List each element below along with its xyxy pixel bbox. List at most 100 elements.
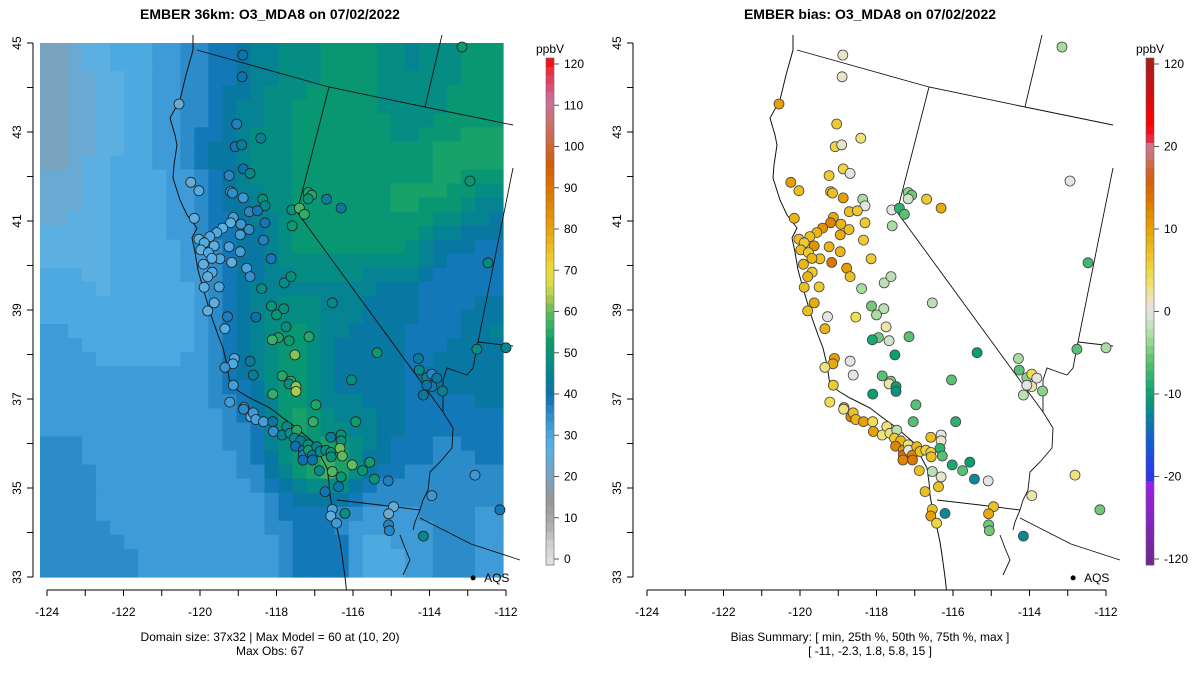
model-cell — [82, 464, 97, 480]
model-cell — [264, 85, 280, 100]
colorbar-swatch — [546, 488, 554, 498]
model-cell — [222, 562, 238, 578]
model-cell — [180, 281, 195, 297]
bias-site — [983, 525, 995, 537]
colorbar-swatch — [1146, 58, 1154, 67]
model-cell — [82, 211, 97, 227]
model-cell — [166, 57, 181, 72]
model-cell — [222, 57, 238, 72]
model-cell — [96, 478, 111, 494]
bias-site — [899, 208, 910, 220]
model-cell — [474, 295, 490, 311]
obs-site — [266, 334, 278, 346]
model-cell — [292, 338, 308, 353]
model-cell — [96, 394, 111, 409]
model-cell — [166, 464, 181, 480]
model-cell — [390, 408, 406, 424]
bias-site — [1069, 469, 1081, 481]
model-cell — [306, 506, 322, 522]
model-cell — [68, 380, 83, 395]
model-cell — [488, 534, 504, 550]
model-cell — [292, 408, 308, 424]
x-tick-label: -116 — [941, 605, 964, 619]
colorbar-swatch — [546, 455, 554, 465]
obs-site — [494, 504, 506, 516]
obs-site — [285, 271, 297, 283]
model-cell — [320, 267, 336, 283]
model-cell — [180, 141, 195, 157]
model-cell — [124, 141, 139, 157]
model-cell — [180, 225, 195, 241]
model-cell — [166, 141, 181, 157]
obs-site — [357, 465, 369, 477]
model-cell — [292, 127, 308, 142]
colorbar-tick-label: 50 — [564, 346, 578, 360]
bias-site — [850, 311, 862, 323]
model-cell — [40, 141, 55, 157]
model-cell — [432, 225, 448, 241]
model-cell — [124, 267, 139, 283]
model-cell — [180, 324, 195, 339]
model-cell — [54, 113, 69, 128]
model-cell — [152, 113, 167, 128]
model-cell — [390, 253, 406, 269]
model-cell — [390, 295, 406, 311]
model-cell — [460, 71, 476, 86]
aqs-dot — [1070, 575, 1076, 581]
colorbar-tick-label: 0 — [564, 552, 571, 566]
model-cell — [404, 225, 420, 241]
colorbar-swatch — [1146, 446, 1154, 456]
model-cell — [390, 366, 406, 381]
model-cell — [362, 183, 378, 199]
obs-site — [368, 473, 380, 485]
model-cell — [334, 352, 350, 367]
colorbar-swatch — [546, 522, 554, 532]
model-cell — [82, 43, 97, 58]
model-cell — [362, 99, 378, 114]
model-cell — [404, 422, 420, 438]
bias-site — [933, 481, 944, 493]
obs-site — [227, 187, 238, 199]
model-cell — [292, 464, 308, 480]
obs-site — [469, 469, 481, 481]
model-cell — [278, 183, 294, 199]
model-cell — [152, 352, 167, 367]
model-cell — [446, 394, 462, 409]
obs-site — [302, 193, 314, 205]
model-cell — [68, 99, 83, 114]
model-cell — [166, 211, 181, 227]
model-cell — [180, 380, 195, 395]
colorbar-tick-label: 120 — [1164, 57, 1184, 71]
colorbar-swatch — [546, 235, 554, 245]
model-cell — [362, 394, 378, 409]
model-cell — [390, 422, 406, 438]
model-cell — [390, 211, 406, 227]
model-cell — [446, 253, 462, 269]
model-cell — [376, 57, 392, 72]
bias-site — [1021, 379, 1033, 391]
model-cell — [474, 43, 490, 58]
model-cell — [264, 57, 280, 72]
model-cell — [152, 141, 167, 157]
model-cell — [110, 408, 125, 424]
x-tick-label: -120 — [788, 605, 812, 619]
model-cell — [376, 422, 392, 438]
colorbar-swatch — [546, 210, 554, 220]
model-cell — [222, 281, 238, 297]
colorbar-swatch — [1146, 91, 1154, 101]
model-cell — [320, 338, 336, 353]
colorbar-swatch — [546, 243, 554, 253]
obs-site — [319, 486, 331, 498]
bias-site — [834, 246, 846, 258]
model-cell — [110, 127, 125, 142]
model-cell — [208, 492, 223, 508]
obs-site — [267, 416, 279, 428]
model-cell — [404, 436, 420, 452]
model-cell — [306, 310, 322, 325]
bias-site — [827, 379, 839, 391]
model-cell — [306, 380, 322, 395]
model-cell — [152, 71, 167, 86]
model-cell — [96, 281, 111, 297]
model-cell — [54, 141, 69, 157]
